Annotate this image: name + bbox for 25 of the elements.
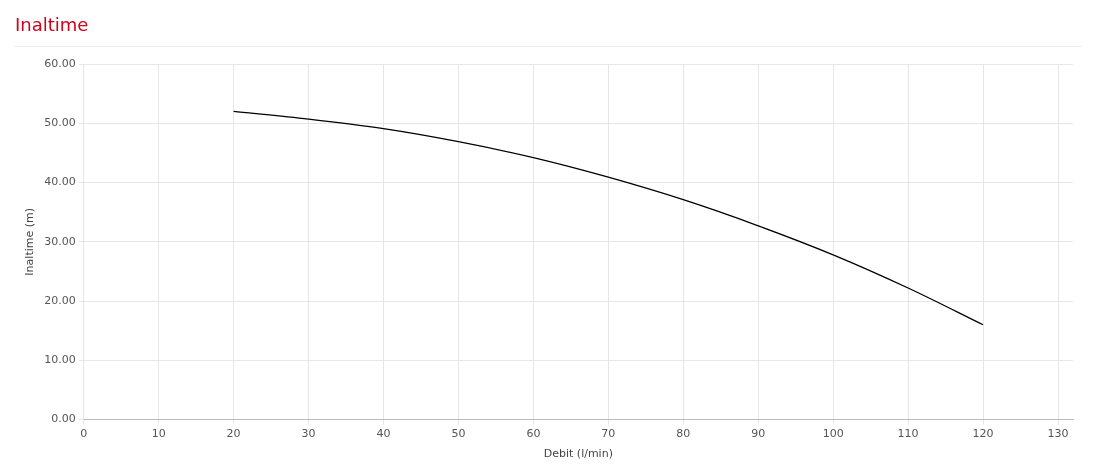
x-tick-label: 10 [151,427,166,441]
y-tick-label: 50.00 [44,116,76,130]
x-tick-label: 60 [526,427,541,441]
x-tick-label: 70 [601,427,616,441]
x-tick-label: 50 [451,427,466,441]
chart-title: Inaltime [15,14,89,35]
x-tick-label: 110 [897,427,919,441]
y-axis-title: Inaltime (m) [23,207,37,276]
x-tick-label: 0 [80,427,88,441]
y-tick-label: 10.00 [44,353,76,367]
x-tick-label: 120 [972,427,994,441]
x-tick-label: 130 [1047,427,1069,441]
y-tick-label: 20.00 [44,293,76,307]
line-series [232,110,984,326]
y-tick-label: 30.00 [44,234,76,248]
x-tick-label: 20 [226,427,241,441]
x-axis-title: Debit (l/min) [543,447,613,461]
x-tick-label: 90 [751,427,766,441]
y-tick-label: 60.00 [44,56,76,70]
x-tick-label: 80 [676,427,691,441]
x-tick-label: 30 [301,427,316,441]
y-tick-label: 0.00 [51,412,76,426]
x-tick-label: 100 [822,427,844,441]
y-tick-label: 40.00 [44,175,76,189]
x-tick-label: 40 [376,427,391,441]
